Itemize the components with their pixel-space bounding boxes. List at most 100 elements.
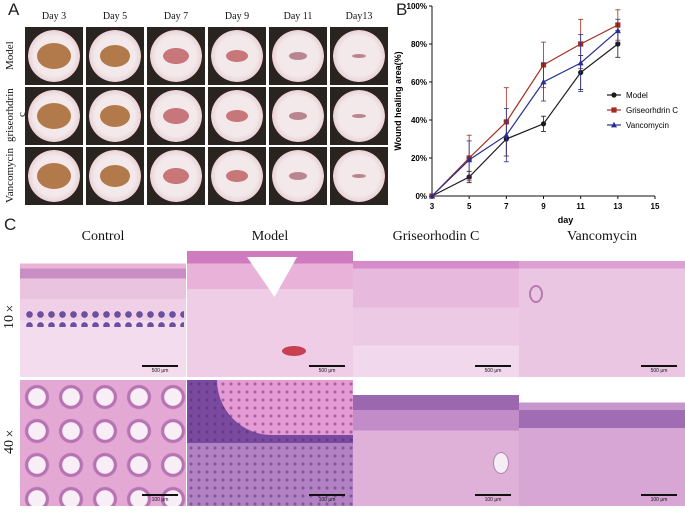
wound-area bbox=[163, 48, 189, 64]
wound-area bbox=[37, 103, 71, 129]
magnification-label: 10× bbox=[2, 300, 17, 329]
petri-dish bbox=[150, 90, 202, 142]
y-tick-label: 40% bbox=[411, 116, 427, 125]
day-label: Day 5 bbox=[102, 11, 128, 22]
wound-photo bbox=[25, 27, 83, 85]
wound-photo bbox=[208, 147, 266, 205]
histology-image: 100 μm bbox=[20, 380, 186, 506]
x-axis-label: day bbox=[558, 215, 574, 225]
scale-bar bbox=[309, 365, 345, 367]
y-tick-label: 0% bbox=[415, 192, 427, 201]
scale-bar bbox=[142, 494, 178, 496]
scale-bar bbox=[475, 365, 511, 367]
wound-photo bbox=[269, 87, 327, 145]
data-point bbox=[503, 132, 510, 138]
x-tick-label: 3 bbox=[430, 202, 435, 211]
column-title-model: Model bbox=[251, 229, 289, 244]
wound-photo bbox=[330, 87, 388, 145]
data-point bbox=[577, 59, 584, 66]
petri-dish bbox=[150, 150, 202, 202]
wound-area bbox=[289, 52, 307, 60]
petri-dish bbox=[150, 30, 202, 82]
data-point bbox=[611, 107, 617, 113]
wound-photo bbox=[25, 147, 83, 205]
day-label: Day 11 bbox=[283, 11, 313, 22]
wound-photo bbox=[208, 27, 266, 85]
scale-bar bbox=[641, 365, 677, 367]
y-tick-label: 60% bbox=[411, 78, 427, 87]
day-label: Day 7 bbox=[163, 11, 189, 22]
wound-photo bbox=[208, 87, 266, 145]
petri-dish bbox=[272, 150, 324, 202]
wound-photo bbox=[269, 27, 327, 85]
wound-area bbox=[352, 114, 366, 118]
day-label: Day 3 bbox=[41, 11, 67, 22]
legend-label: Model bbox=[626, 91, 648, 100]
scale-label: 500 μm bbox=[151, 368, 169, 374]
data-point bbox=[614, 27, 621, 34]
day-label: Day13 bbox=[345, 11, 373, 22]
wound-photo bbox=[147, 87, 205, 145]
histology-image: 500 μm bbox=[353, 251, 519, 377]
wound-photo bbox=[25, 87, 83, 145]
x-tick-label: 13 bbox=[613, 202, 622, 211]
petri-dish bbox=[211, 90, 263, 142]
petri-dish bbox=[333, 30, 385, 82]
wound-photo bbox=[330, 147, 388, 205]
data-point bbox=[540, 121, 547, 127]
wound-area bbox=[163, 168, 189, 184]
petri-dish bbox=[211, 150, 263, 202]
scale-label: 500 μm bbox=[484, 368, 502, 374]
histology-image: 100 μm bbox=[353, 380, 519, 506]
x-tick-label: 11 bbox=[576, 202, 585, 211]
scale-label: 100 μm bbox=[650, 497, 668, 503]
scale-bar bbox=[309, 494, 345, 496]
petri-dish bbox=[28, 90, 80, 142]
petri-dish bbox=[211, 30, 263, 82]
histology-image: 500 μm bbox=[187, 251, 353, 377]
wound-area bbox=[37, 43, 71, 69]
x-tick-label: 5 bbox=[467, 202, 472, 211]
magnification-label: 40× bbox=[2, 425, 17, 454]
column-title-vancomycin: Vancomycin bbox=[567, 229, 637, 244]
scale-label: 500 μm bbox=[318, 368, 336, 374]
wound-photo bbox=[86, 147, 144, 205]
y-axis-label: Wound healing area(%) bbox=[393, 51, 403, 150]
day-label: Day 9 bbox=[224, 11, 250, 22]
petri-dish bbox=[28, 150, 80, 202]
wound-area bbox=[289, 172, 307, 180]
y-tick-label: 100% bbox=[407, 2, 427, 11]
scale-label: 100 μm bbox=[318, 497, 336, 503]
x-tick-label: 15 bbox=[651, 202, 660, 211]
data-point bbox=[611, 121, 617, 128]
legend-label: Griseorhdrin C bbox=[626, 106, 678, 115]
wound-area bbox=[100, 165, 130, 187]
scale-bar bbox=[475, 494, 511, 496]
wound-area bbox=[163, 108, 189, 124]
wound-photo bbox=[147, 27, 205, 85]
petri-dish bbox=[89, 90, 141, 142]
histology-image: 500 μm bbox=[20, 251, 186, 377]
scale-label: 100 μm bbox=[484, 497, 502, 503]
column-title-griseorhodin: Griseorhodin C bbox=[392, 229, 480, 244]
data-point bbox=[466, 156, 473, 163]
petri-dish bbox=[28, 30, 80, 82]
wound-area bbox=[100, 105, 130, 127]
petri-dish bbox=[272, 30, 324, 82]
y-tick-label: 80% bbox=[411, 40, 427, 49]
wound-photo bbox=[269, 147, 327, 205]
column-title-control: Control bbox=[81, 229, 125, 244]
petri-dish bbox=[272, 90, 324, 142]
petri-dish bbox=[89, 150, 141, 202]
wound-area bbox=[226, 110, 248, 122]
wound-area bbox=[289, 112, 307, 120]
wound-area bbox=[226, 50, 248, 62]
y-tick-label: 20% bbox=[411, 154, 427, 163]
panel-c-letter: C bbox=[4, 215, 17, 234]
x-tick-label: 9 bbox=[541, 202, 546, 211]
histology-image: 500 μm bbox=[519, 251, 685, 377]
data-point bbox=[615, 41, 621, 47]
wound-area bbox=[352, 174, 366, 178]
data-point bbox=[429, 192, 435, 199]
group-label: Model bbox=[4, 41, 16, 71]
